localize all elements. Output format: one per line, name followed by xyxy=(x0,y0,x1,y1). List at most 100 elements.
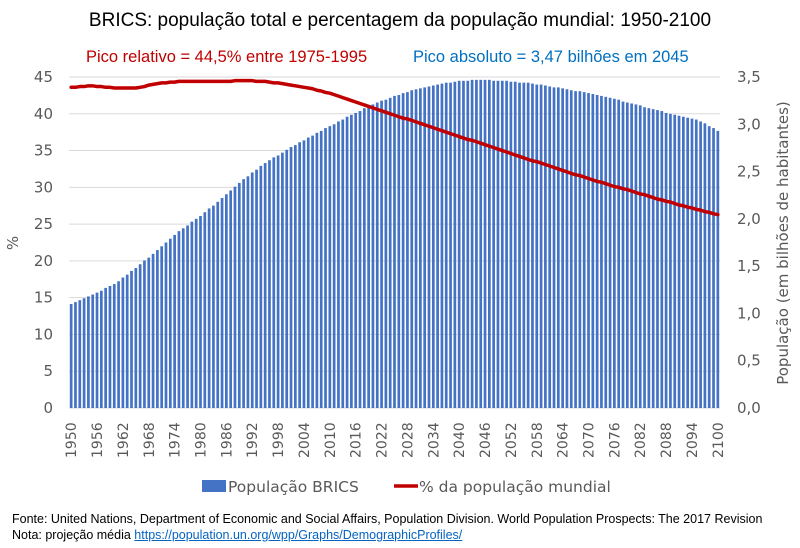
bar xyxy=(95,292,99,408)
bar xyxy=(388,97,392,408)
x-tick-label: 2046 xyxy=(478,422,494,458)
bar xyxy=(716,130,720,408)
legend: População BRICS % da população mundial xyxy=(202,478,611,496)
bar xyxy=(117,281,120,408)
bar xyxy=(526,82,530,409)
bar xyxy=(673,114,677,408)
x-axis-ticks: 1950 1956 1962 1968 1974 1980 1986 1992 1998 2004… xyxy=(64,422,727,458)
bar xyxy=(315,132,319,409)
bar xyxy=(625,102,629,408)
bar xyxy=(207,208,211,408)
bar xyxy=(531,83,534,409)
y-left-tick-label: 45 xyxy=(34,68,53,86)
bar xyxy=(488,79,491,408)
bar xyxy=(423,87,427,409)
bar xyxy=(518,82,521,409)
x-tick-label: 2082 xyxy=(633,422,649,458)
bar xyxy=(669,113,672,408)
bar xyxy=(345,116,349,408)
bar xyxy=(690,118,694,409)
y-left-tick-label: 15 xyxy=(34,289,53,307)
bar xyxy=(544,85,547,408)
bar xyxy=(285,149,289,408)
line-series-percent-mundial xyxy=(69,78,720,217)
bar xyxy=(319,130,323,408)
y-axis-left-ticks: 0 5 10 15 20 25 30 35 40 45 xyxy=(34,68,53,417)
bar xyxy=(78,300,82,408)
bar xyxy=(634,104,638,409)
line-path xyxy=(69,78,720,217)
bar xyxy=(250,172,254,408)
bar xyxy=(358,111,362,409)
bar xyxy=(237,182,241,408)
bar xyxy=(475,79,478,408)
footer-note-link[interactable]: https://population.un.org/wpp/Graphs/Dem… xyxy=(134,528,463,542)
bar xyxy=(293,145,297,408)
bar xyxy=(397,94,401,408)
bar xyxy=(194,218,198,408)
bar xyxy=(164,242,168,408)
bar xyxy=(147,257,151,408)
bar xyxy=(457,80,461,408)
bar xyxy=(375,102,379,408)
y-right-tick-label: 1,0 xyxy=(737,304,761,322)
bar xyxy=(276,155,280,408)
bar xyxy=(414,89,418,408)
bar xyxy=(246,176,250,408)
y-axis-right-label: População (em bilhões de habitantes) xyxy=(774,101,792,385)
bar xyxy=(99,290,103,408)
y-right-tick-label: 0,5 xyxy=(737,352,761,370)
bar xyxy=(513,81,517,408)
bar xyxy=(401,93,405,408)
bar xyxy=(233,186,237,408)
bar xyxy=(380,100,383,408)
bar xyxy=(160,246,164,408)
y-left-tick-label: 20 xyxy=(34,252,53,270)
y-axis-right-ticks: 0,0 0,5 1,0 1,5 2,0 2,5 3,0 3,5 xyxy=(737,68,761,417)
bar xyxy=(302,140,306,409)
bar xyxy=(332,124,336,408)
bar xyxy=(87,296,90,408)
bar xyxy=(462,80,465,408)
bar xyxy=(406,92,409,408)
x-tick-label: 1986 xyxy=(219,422,235,458)
bar xyxy=(367,106,370,408)
bar xyxy=(371,104,375,409)
bar xyxy=(104,287,107,408)
bar xyxy=(647,108,651,409)
footer-note: Nota: projeção média https://population.… xyxy=(12,528,462,542)
y-axis-left-label: % xyxy=(4,236,22,250)
y-left-tick-label: 10 xyxy=(34,325,53,343)
bar xyxy=(203,212,207,408)
bar xyxy=(660,111,664,409)
bar xyxy=(281,152,284,408)
y-right-tick-label: 2,0 xyxy=(737,210,761,228)
bar xyxy=(466,80,470,408)
bar xyxy=(638,105,642,409)
x-tick-label: 2010 xyxy=(323,422,339,458)
bar xyxy=(354,112,358,408)
footer-source: Fonte: United Nations, Department of Eco… xyxy=(12,512,763,526)
legend-label-bar: População BRICS xyxy=(228,478,359,496)
bar xyxy=(604,96,608,409)
bar xyxy=(121,277,125,408)
y-right-tick-label: 0,0 xyxy=(737,399,761,417)
chart: BRICS: população total e percentagem da … xyxy=(4,10,792,496)
bar xyxy=(436,84,439,408)
bar xyxy=(384,99,388,408)
bar xyxy=(298,142,301,408)
bar xyxy=(509,81,513,408)
bar xyxy=(500,80,504,408)
bar xyxy=(419,88,422,408)
bar xyxy=(69,303,73,408)
bar xyxy=(220,198,224,408)
bar xyxy=(617,99,621,408)
bar xyxy=(225,194,228,408)
x-tick-label: 2034 xyxy=(426,422,442,458)
x-tick-label: 2100 xyxy=(711,422,727,458)
bar xyxy=(548,86,552,409)
bar xyxy=(263,163,267,408)
bar xyxy=(656,110,659,408)
x-tick-label: 1998 xyxy=(271,422,287,458)
bar xyxy=(600,95,603,408)
